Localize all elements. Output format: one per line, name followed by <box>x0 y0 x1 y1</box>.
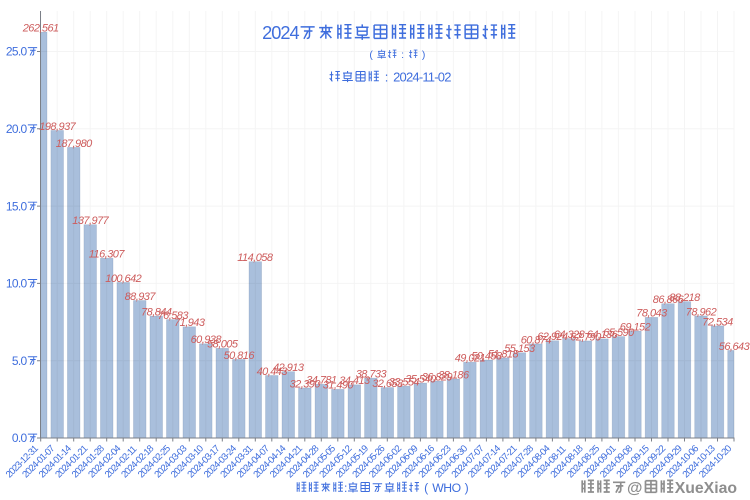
svg-text:49,021: 49,021 <box>455 353 486 365</box>
svg-text:32,390: 32,390 <box>290 378 322 390</box>
svg-text:34,413: 34,413 <box>339 375 371 387</box>
svg-text:38,186: 38,186 <box>438 369 470 381</box>
svg-text:71,943: 71,943 <box>174 317 206 329</box>
svg-text:86,866: 86,866 <box>653 294 685 306</box>
svg-text:32,653: 32,653 <box>372 378 404 390</box>
svg-text:5.0: 5.0 <box>12 354 28 368</box>
svg-text:20.0: 20.0 <box>6 122 28 136</box>
svg-text:55,153: 55,153 <box>504 343 536 355</box>
svg-text:51,818: 51,818 <box>488 348 520 360</box>
svg-text:137,977: 137,977 <box>72 215 109 227</box>
svg-text:64,328: 64,328 <box>554 329 586 341</box>
svg-text:116,307: 116,307 <box>89 249 126 261</box>
svg-text:88,937: 88,937 <box>125 291 157 303</box>
svg-text:60,938: 60,938 <box>191 334 223 346</box>
svg-text:69,152: 69,152 <box>620 322 651 334</box>
svg-text::: : <box>401 49 404 61</box>
svg-text:36,829: 36,829 <box>422 372 453 384</box>
svg-text:(: ( <box>424 481 428 495</box>
svg-text:187,980: 187,980 <box>56 138 93 150</box>
svg-text:76,583: 76,583 <box>158 310 190 322</box>
svg-text:50,816: 50,816 <box>224 350 256 362</box>
svg-text:114,058: 114,058 <box>237 252 274 264</box>
svg-text:50,458: 50,458 <box>471 350 503 362</box>
svg-text:42,913: 42,913 <box>273 362 305 374</box>
svg-text:10.0: 10.0 <box>6 277 28 291</box>
svg-text:40,443: 40,443 <box>257 366 289 378</box>
svg-text:72,534: 72,534 <box>702 316 733 328</box>
svg-text:38,733: 38,733 <box>356 369 388 381</box>
svg-text:262,561: 262,561 <box>22 23 59 35</box>
svg-text:65,590: 65,590 <box>603 327 635 339</box>
svg-text::: : <box>344 481 347 495</box>
svg-text:(: ( <box>369 49 373 61</box>
svg-text:78,844: 78,844 <box>141 307 172 319</box>
svg-text:WHO: WHO <box>432 481 460 495</box>
svg-text:15.0: 15.0 <box>6 199 28 213</box>
svg-text:88,218: 88,218 <box>669 292 701 304</box>
svg-text:XueXiao: XueXiao <box>675 480 738 497</box>
svg-text:62,924: 62,924 <box>537 331 568 343</box>
svg-text:2024: 2024 <box>262 23 299 43</box>
svg-text:34,781: 34,781 <box>306 375 337 387</box>
svg-text:@: @ <box>627 480 642 497</box>
svg-text:58,005: 58,005 <box>207 339 239 351</box>
svg-text:2024-11-02: 2024-11-02 <box>393 70 451 85</box>
svg-text:198,937: 198,937 <box>39 121 76 133</box>
svg-text:): ) <box>465 481 469 495</box>
svg-text:0.0: 0.0 <box>12 431 28 445</box>
svg-text:64,136: 64,136 <box>587 329 619 341</box>
svg-text:62,790: 62,790 <box>570 331 602 343</box>
svg-text:78,962: 78,962 <box>686 306 717 318</box>
svg-text:33,554: 33,554 <box>389 377 420 389</box>
svg-text:100,642: 100,642 <box>105 273 141 285</box>
svg-text:60,874: 60,874 <box>521 334 552 346</box>
svg-text:56,643: 56,643 <box>719 341 750 353</box>
svg-text:): ) <box>422 49 426 61</box>
svg-text:25.0: 25.0 <box>6 45 28 59</box>
svg-text:78,043: 78,043 <box>636 308 668 320</box>
svg-text:35,540: 35,540 <box>405 374 437 386</box>
svg-text::: : <box>385 70 389 85</box>
svg-text:31,490: 31,490 <box>323 380 355 392</box>
